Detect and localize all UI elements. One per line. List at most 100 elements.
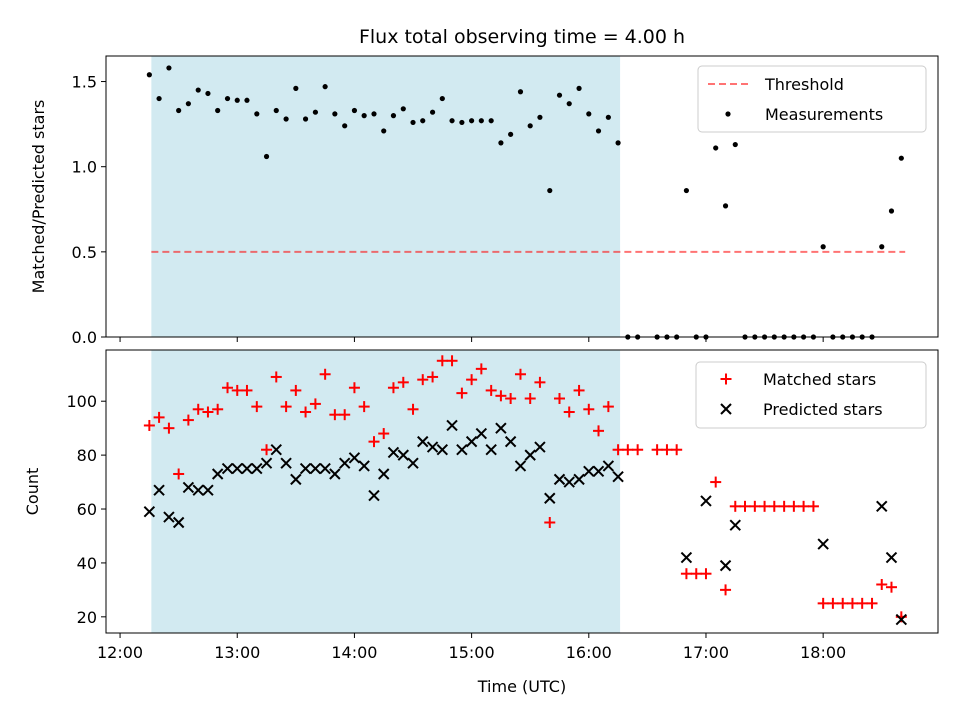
measurement-point [478,118,484,124]
matched-star-point [231,384,243,396]
matched-star-point [436,355,448,367]
matched-star-point [622,444,634,456]
predicted-star-point [368,489,380,502]
matched-star-point [514,368,526,380]
measurement-point [371,111,377,117]
y-tick-label: 80 [77,446,97,465]
measurement-point [732,141,738,148]
measurement-point [156,95,162,102]
predicted-star-point [456,444,468,456]
bottom-panel: 20 40 60 80 100 12:00 13:00 14:00 15:00 16:00 17:… [23,349,939,696]
legend-matched-swatch [720,373,732,385]
y-tick-label: 100 [66,392,97,411]
measurement-point [420,118,426,124]
matched-star-point [163,422,175,434]
legend-matched-label: Matched stars [763,370,876,389]
predicted-star-point [143,506,156,518]
predicted-star-point [700,495,712,507]
predicted-star-point [211,468,224,480]
measurement-point [586,111,592,117]
matched-star-point [505,393,517,405]
measurement-point [879,244,885,250]
measurement-point [166,65,172,71]
matched-star-point [319,368,331,380]
chart-title: Flux total observing time = 4.00 h [359,26,685,48]
predicted-star-point [387,446,400,459]
measurement-point [215,107,221,114]
matched-star-point [202,406,214,418]
measurement-point [888,208,895,214]
matched-star-point [651,444,663,456]
matched-star-point [759,500,771,512]
observing-time-shade [151,56,621,337]
measurement-point [488,118,494,124]
legend-x-mark [720,403,732,415]
predicted-star-point [573,473,585,486]
measurement-point [498,140,504,146]
measurement-point [566,101,572,107]
measurement-point [722,203,729,209]
measurement-point [517,89,524,95]
measurement-point [556,92,563,98]
matched-star-point [427,371,439,383]
measurements-series [146,65,904,340]
matched-star-point [212,403,224,415]
predicted-star-point [534,441,546,453]
predicted-star-point [544,492,556,504]
matched-star-point [788,500,800,512]
matched-star-point [397,376,409,388]
measurement-point [263,153,270,160]
bottom-y-ticks: 20 40 60 80 100 [66,392,106,627]
predicted-star-point [719,559,732,572]
matched-star-point [456,387,468,399]
x-tick-label: 17:00 [683,643,729,662]
matched-star-point [407,403,419,415]
predicted-star-point [202,484,214,496]
measurement-point [351,107,358,114]
measurement-point [390,113,397,119]
matched-star-point [251,401,263,413]
matched-star-point [866,597,878,609]
matched-star-point [290,384,302,396]
measurement-point [283,116,289,122]
predicted-star-point [280,457,292,469]
measurement-point [527,123,533,129]
matched-star-point [749,500,761,512]
matched-star-point [837,597,849,609]
matched-star-point [485,384,497,396]
measurement-point [322,84,328,90]
matched-star-point [593,425,605,437]
bottom-y-axis-label: Count [23,468,42,516]
bottom-axes-frame [105,349,939,634]
predicted-star-point [495,422,507,434]
measurement-point [537,114,543,120]
top-legend-box [697,65,927,133]
matched-star-point [710,476,722,488]
matched-star-point [778,500,790,512]
predicted-star-point [309,462,322,475]
matched-star-point [270,371,282,383]
matched-star-point [241,384,253,396]
top-panel: 0.0 0.5 1.0 1.5 Matched/Predicted stars Thr… [29,55,939,347]
matched-star-point [348,382,360,394]
measurement-point [898,155,904,161]
predicted-star-point [514,460,527,472]
measurement-point [224,95,231,102]
matched-star-point [583,403,595,415]
predicted-star-point [446,419,458,432]
measurement-point [595,128,602,134]
measurement-point [205,90,211,97]
predicted-star-point [182,481,195,494]
matched-star-point [446,355,458,367]
measurement-point [429,109,436,115]
predicted-star-point [524,449,536,461]
measurement-point [605,114,611,120]
measurement-point [713,145,719,151]
bottom-x-ticks: 12:00 13:00 14:00 15:00 16:00 17:00 18:00 [97,633,846,662]
matched-star-point [573,384,585,396]
predicted-star-point [729,519,741,531]
matched-star-point [544,516,556,528]
predicted-star-point [885,551,898,564]
measurement-point [273,107,279,114]
